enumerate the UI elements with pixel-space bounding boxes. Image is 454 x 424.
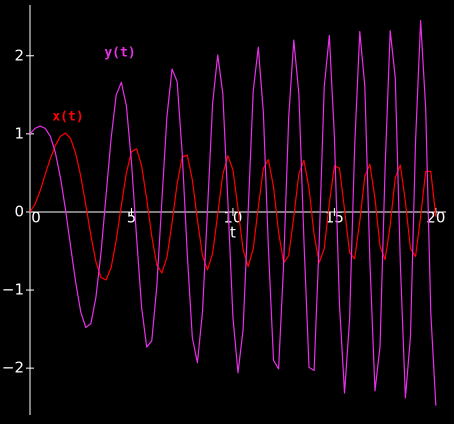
y-tick-label: 1 (14, 124, 24, 142)
y-tick-label: 2 (14, 46, 24, 64)
y-tick-label: 0 (14, 202, 24, 220)
x-tick-label: 5 (127, 208, 137, 226)
series-line (29, 20, 437, 406)
series-label: x(t) (52, 110, 83, 125)
y-tick-label: −1 (2, 281, 24, 299)
series-label: y(t) (104, 46, 135, 61)
x-tick-label: 0 (31, 208, 41, 226)
x-axis-label: t (230, 224, 236, 242)
y-tick-label: −2 (2, 359, 24, 377)
series-line (29, 132, 437, 281)
x-tick-label: 15 (325, 208, 344, 226)
x-tick-label: 20 (426, 208, 445, 226)
